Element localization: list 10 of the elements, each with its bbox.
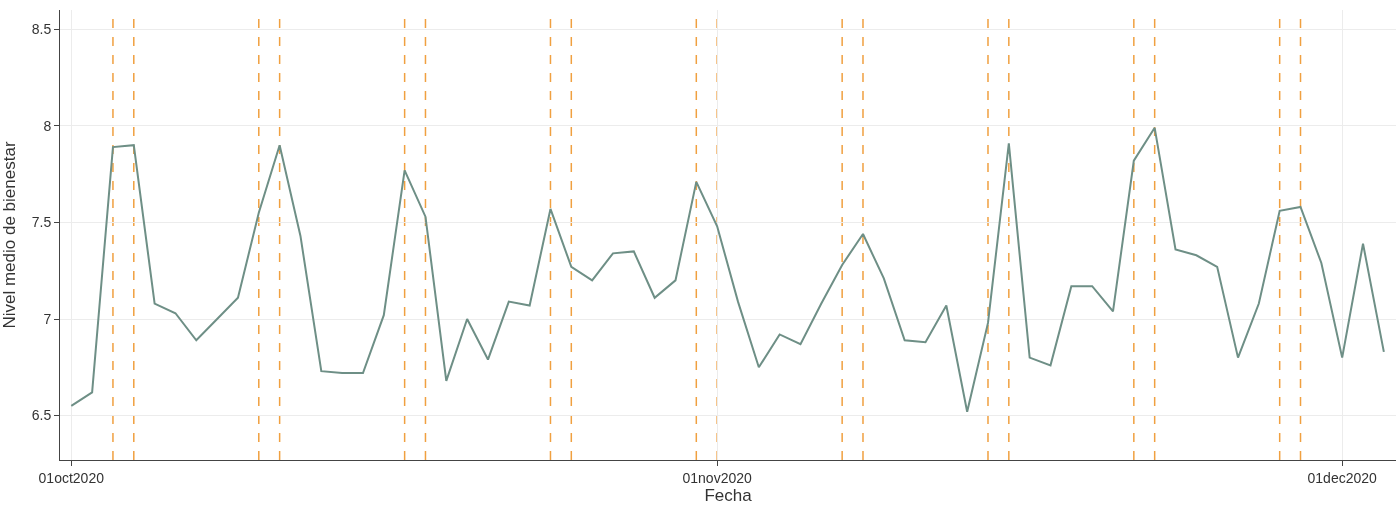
y-axis-title: Nivel medio de bienestar xyxy=(0,141,19,329)
x-tick-label: 01nov2020 xyxy=(682,469,752,486)
x-tick-label: 01oct2020 xyxy=(38,469,105,486)
y-tick-label: 7.5 xyxy=(31,214,52,231)
x-tick-label: 01dec2020 xyxy=(1307,469,1378,486)
y-tick-label: 6.5 xyxy=(31,407,52,424)
y-tick-label: 7 xyxy=(43,310,52,327)
y-tick-label: 8 xyxy=(43,117,52,134)
x-axis-title: Fecha xyxy=(704,486,753,505)
y-tick-label: 8.5 xyxy=(31,21,52,38)
